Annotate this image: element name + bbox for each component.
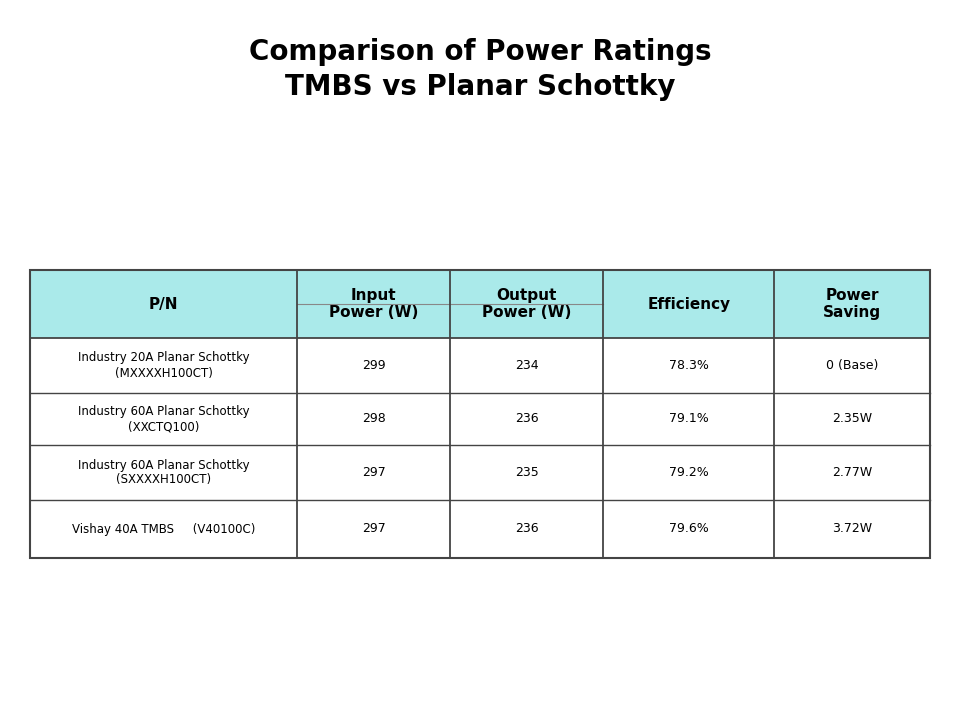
Text: Power
Saving: Power Saving (823, 288, 881, 320)
Text: 297: 297 (362, 523, 386, 536)
Text: 298: 298 (362, 413, 386, 426)
Text: 78.3%: 78.3% (669, 359, 708, 372)
Text: 297: 297 (362, 466, 386, 479)
Text: 79.2%: 79.2% (669, 466, 708, 479)
Text: 79.6%: 79.6% (669, 523, 708, 536)
Bar (30, 500, 930, 558)
Text: 299: 299 (362, 359, 386, 372)
Text: Industry 60A Planar Schottky
(SXXXXH100CT): Industry 60A Planar Schottky (SXXXXH100C… (78, 459, 250, 487)
Text: Industry 60A Planar Schottky
(XXCTQ100): Industry 60A Planar Schottky (XXCTQ100) (78, 405, 250, 433)
Bar (30, 445, 930, 500)
Text: P/N: P/N (149, 297, 179, 312)
Text: 235: 235 (515, 466, 539, 479)
Text: Industry 20A Planar Schottky
(MXXXXH100CT): Industry 20A Planar Schottky (MXXXXH100C… (78, 351, 250, 379)
Text: Input
Power (W): Input Power (W) (329, 288, 419, 320)
Text: 3.72W: 3.72W (832, 523, 873, 536)
Bar (30, 270, 930, 558)
Text: 2.77W: 2.77W (832, 466, 873, 479)
Text: 236: 236 (515, 523, 539, 536)
Text: 79.1%: 79.1% (669, 413, 708, 426)
Text: 2.35W: 2.35W (832, 413, 873, 426)
Bar (30, 338, 930, 393)
Text: Efficiency: Efficiency (647, 297, 731, 312)
Bar (30, 393, 930, 445)
Text: 234: 234 (515, 359, 539, 372)
Bar (30, 270, 930, 338)
Text: Vishay 40A TMBS     (V40100C): Vishay 40A TMBS (V40100C) (72, 523, 255, 536)
Text: 236: 236 (515, 413, 539, 426)
Text: Comparison of Power Ratings
TMBS vs Planar Schottky: Comparison of Power Ratings TMBS vs Plan… (249, 38, 711, 101)
Text: 0 (Base): 0 (Base) (826, 359, 878, 372)
Text: Output
Power (W): Output Power (W) (482, 288, 571, 320)
